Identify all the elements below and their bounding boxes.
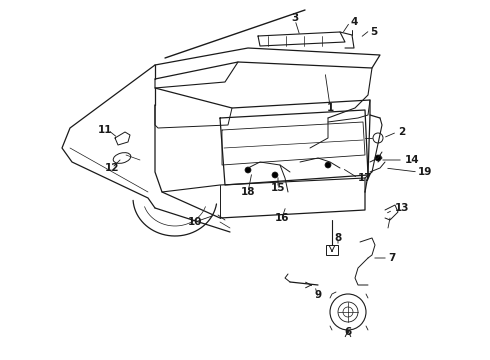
- Text: 11: 11: [98, 125, 112, 135]
- Circle shape: [375, 155, 381, 161]
- Text: 3: 3: [292, 13, 298, 23]
- Text: 14: 14: [405, 155, 419, 165]
- Text: 19: 19: [418, 167, 432, 177]
- Text: 16: 16: [275, 213, 289, 223]
- Circle shape: [272, 172, 278, 178]
- Text: 17: 17: [358, 173, 372, 183]
- Text: 1: 1: [326, 103, 334, 113]
- Text: 12: 12: [105, 163, 119, 173]
- Text: 6: 6: [344, 327, 352, 337]
- Text: 4: 4: [350, 17, 357, 27]
- Text: 7: 7: [388, 253, 395, 263]
- Text: 9: 9: [315, 290, 321, 300]
- Circle shape: [245, 167, 251, 173]
- Text: 2: 2: [398, 127, 405, 137]
- Text: 8: 8: [334, 233, 342, 243]
- Text: 5: 5: [370, 27, 377, 37]
- Text: 18: 18: [241, 187, 255, 197]
- Text: 15: 15: [271, 183, 285, 193]
- Circle shape: [325, 162, 331, 168]
- Text: 10: 10: [188, 217, 202, 227]
- Text: 13: 13: [395, 203, 410, 213]
